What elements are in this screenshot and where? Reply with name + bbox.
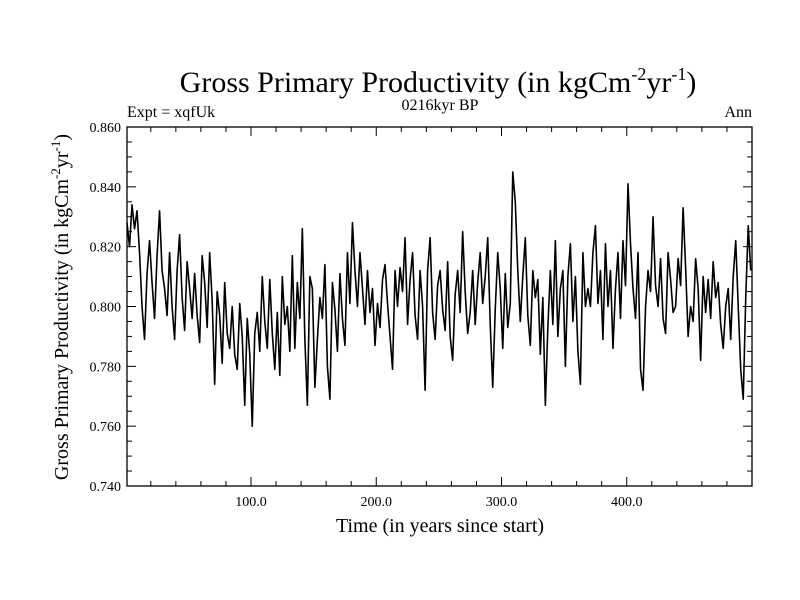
y-axis-label-end: ) (51, 134, 73, 141)
y-tick-label: 0.860 (90, 121, 122, 136)
x-axis-ticks: 100.0 200.0 300.0 400.0 (150, 127, 728, 510)
y-tick-label: 0.840 (90, 181, 122, 196)
chart-title-end: ) (686, 66, 696, 99)
series-line-gpp (126, 171, 752, 427)
chart-title-sup2: -1 (671, 64, 686, 84)
y-tick-label: 0.740 (90, 480, 122, 495)
period-label: 0216kyr BP (402, 97, 479, 114)
y-axis-label: Gross Primary Productivity (in kgCm-2yr-… (48, 134, 73, 480)
y-axis-label-sup1: -2 (48, 168, 63, 179)
season-label: Ann (724, 104, 752, 121)
y-axis-label-main: Gross Primary Productivity (in kgCm (51, 179, 73, 481)
y-tick-label: 0.800 (90, 301, 122, 316)
chart-title-sup1: -2 (631, 64, 646, 84)
experiment-label: Expt = xqfUk (127, 104, 215, 121)
y-tick-label: 0.760 (90, 420, 122, 435)
y-tick-label: 0.820 (90, 241, 122, 256)
x-tick-label: 200.0 (360, 495, 392, 510)
x-tick-label: 300.0 (486, 495, 518, 510)
y-axis-label-mid: yr (51, 151, 73, 168)
chart-title-mid: yr (646, 66, 671, 99)
chart-title-main: Gross Primary Productivity (in kgCm (180, 66, 632, 99)
x-tick-label: 400.0 (611, 495, 643, 510)
x-axis-label: Time (in years since start) (336, 515, 544, 537)
x-tick-label: 100.0 (235, 495, 267, 510)
y-axis-ticks: 0.740 0.760 0.780 0.800 0.820 0.840 0.860 (90, 121, 752, 495)
chart-title: Gross Primary Productivity (in kgCm-2yr-… (180, 64, 697, 99)
y-axis-label-sup2: -1 (48, 141, 63, 152)
y-tick-label: 0.780 (90, 360, 122, 375)
